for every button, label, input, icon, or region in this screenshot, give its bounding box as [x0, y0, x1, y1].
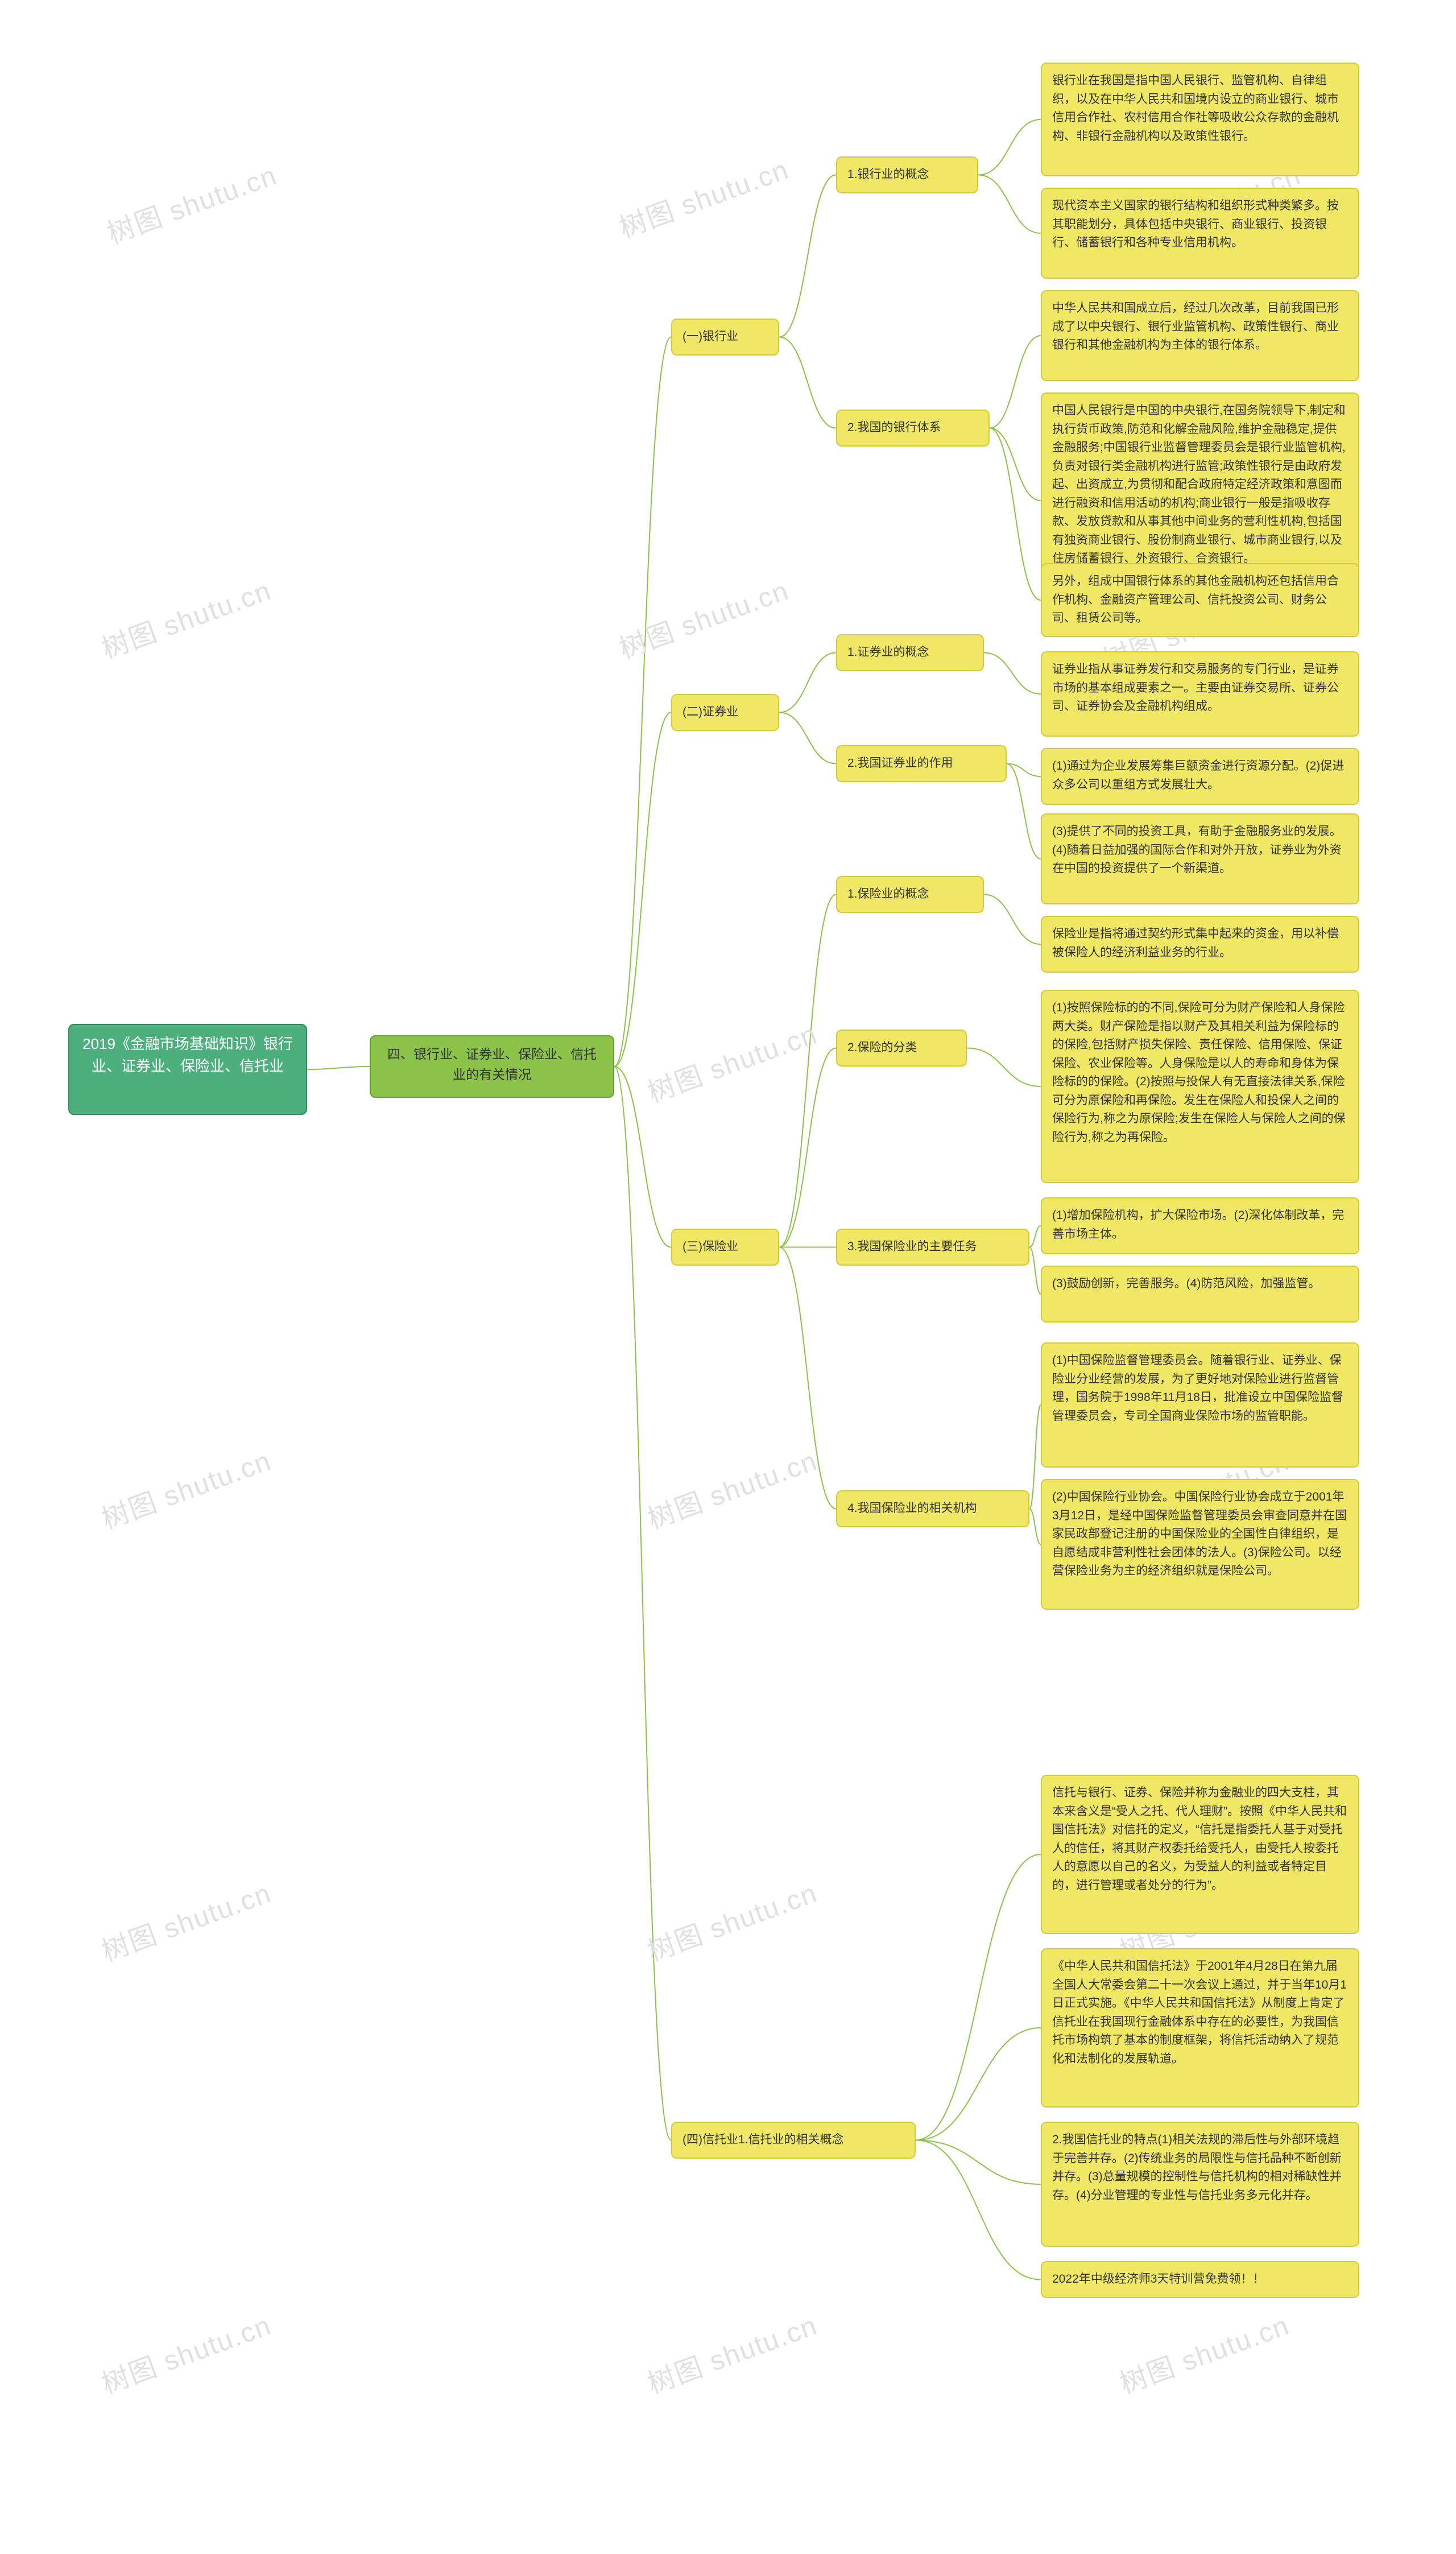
node-s3d: 4.我国保险业的相关机构	[836, 1490, 1029, 1527]
edge-s3c-L11	[1029, 1226, 1041, 1247]
node-s1: (一)银行业	[671, 319, 779, 356]
edge-s2-s2b	[779, 713, 836, 764]
node-L1: 银行业在我国是指中国人民银行、监管机构、自律组织，以及在中华人民共和国境内设立的…	[1041, 63, 1359, 176]
watermark: 树图 shutu.cn	[641, 1439, 822, 1537]
node-L3: 中华人民共和国成立后，经过几次改革，目前我国已形成了以中央银行、银行业监管机构、…	[1041, 290, 1359, 381]
node-L11: (1)增加保险机构，扩大保险市场。(2)深化体制改革，完善市场主体。	[1041, 1197, 1359, 1254]
node-L2: 现代资本主义国家的银行结构和组织形式种类繁多。按其职能划分，具体包括中央银行、商…	[1041, 188, 1359, 279]
watermark: 树图 shutu.cn	[641, 1871, 822, 1969]
edge-s3d-L14	[1029, 1509, 1041, 1545]
edge-s3a-L9	[984, 895, 1041, 945]
edge-s4-L16	[916, 2028, 1041, 2140]
edge-s4-L17	[916, 2140, 1041, 2185]
edge-mid-s4	[614, 1067, 671, 2140]
edge-root-mid	[307, 1067, 370, 1069]
edge-s1b-L5	[990, 428, 1041, 601]
edge-s3d-L13	[1029, 1405, 1041, 1509]
edge-s4-L18	[916, 2140, 1041, 2280]
node-L6: 证券业指从事证券发行和交易服务的专门行业，是证券市场的基本组成要素之一。主要由证…	[1041, 651, 1359, 737]
edge-s1b-L3	[990, 336, 1041, 428]
edge-s3-s3b	[779, 1048, 836, 1247]
watermark: 树图 shutu.cn	[641, 1012, 822, 1110]
edge-mid-s3	[614, 1067, 671, 1247]
node-s3b: 2.保险的分类	[836, 1030, 967, 1067]
edge-s3c-L12	[1029, 1247, 1041, 1295]
node-L7: (1)通过为企业发展筹集巨额资金进行资源分配。(2)促进众多公司以重组方式发展壮…	[1041, 748, 1359, 805]
edge-s3-s3d	[779, 1247, 836, 1509]
watermark: 树图 shutu.cn	[613, 568, 793, 667]
edge-s3-s3a	[779, 895, 836, 1247]
node-L17: 2.我国信托业的特点(1)相关法规的滞后性与外部环境趋于完善并存。(2)传统业务…	[1041, 2122, 1359, 2247]
node-s3a: 1.保险业的概念	[836, 876, 984, 913]
watermark: 树图 shutu.cn	[1113, 2303, 1294, 2402]
edge-s1a-L1	[978, 119, 1041, 175]
node-s3c: 3.我国保险业的主要任务	[836, 1229, 1029, 1266]
edge-s4-L15	[916, 1854, 1041, 2140]
watermark: 树图 shutu.cn	[95, 568, 276, 667]
watermark: 树图 shutu.cn	[95, 1871, 276, 1969]
node-s3: (三)保险业	[671, 1229, 779, 1266]
watermark: 树图 shutu.cn	[613, 147, 793, 246]
node-L12: (3)鼓励创新，完善服务。(4)防范风险，加强监管。	[1041, 1266, 1359, 1323]
node-s2a: 1.证券业的概念	[836, 634, 984, 671]
edge-s1b-L4	[990, 428, 1041, 501]
node-s1b: 2.我国的银行体系	[836, 410, 990, 447]
node-L5: 另外，组成中国银行体系的其他金融机构还包括信用合作机构、金融资产管理公司、信托投…	[1041, 563, 1359, 637]
node-L10: (1)按照保险标的的不同,保险可分为财产保险和人身保险两大类。财产保险是指以财产…	[1041, 990, 1359, 1183]
node-L16: 《中华人民共和国信托法》于2001年4月28日在第九届全国人大常委会第二十一次会…	[1041, 1948, 1359, 2107]
edge-s2-s2a	[779, 653, 836, 713]
node-s1a: 1.银行业的概念	[836, 156, 978, 193]
node-L8: (3)提供了不同的投资工具，有助于金融服务业的发展。(4)随着日益加强的国际合作…	[1041, 813, 1359, 904]
edge-s2b-L7	[1007, 764, 1041, 777]
mindmap-stage: 树图 shutu.cn 树图 shutu.cn 树图 shutu.cn 树图 shut…	[0, 0, 1456, 2554]
edge-s2a-L6	[984, 653, 1041, 695]
edge-s1a-L2	[978, 175, 1041, 234]
node-mid: 四、银行业、证券业、保险业、信托业的有关情况	[370, 1035, 614, 1098]
edge-s3b-L10	[967, 1048, 1041, 1087]
edge-s2b-L8	[1007, 764, 1041, 859]
node-s2: (二)证券业	[671, 694, 779, 731]
watermark: 树图 shutu.cn	[101, 153, 282, 251]
node-L18: 2022年中级经济师3天特训营免费领！！	[1041, 2261, 1359, 2298]
node-L14: (2)中国保险行业协会。中国保险行业协会成立于2001年3月12日，是经中国保险…	[1041, 1479, 1359, 1610]
edge-mid-s1	[614, 337, 671, 1067]
node-root: 2019《金融市场基础知识》银行业、证券业、保险业、信托业	[68, 1024, 307, 1115]
edge-s1-s1b	[779, 337, 836, 428]
node-L9: 保险业是指将通过契约形式集中起来的资金，用以补偿被保险人的经济利益业务的行业。	[1041, 916, 1359, 973]
edge-mid-s2	[614, 713, 671, 1067]
watermark: 树图 shutu.cn	[641, 2303, 822, 2402]
watermark: 树图 shutu.cn	[95, 2303, 276, 2402]
node-s4: (四)信托业1.信托业的相关概念	[671, 2122, 916, 2159]
edge-s1-s1a	[779, 175, 836, 337]
node-L15: 信托与银行、证券、保险并称为金融业的四大支柱，其本来含义是“受人之托、代人理财”…	[1041, 1775, 1359, 1934]
node-L13: (1)中国保险监督管理委员会。随着银行业、证券业、保险业分业经营的发展，为了更好…	[1041, 1342, 1359, 1468]
node-s2b: 2.我国证券业的作用	[836, 745, 1007, 782]
watermark: 树图 shutu.cn	[95, 1439, 276, 1537]
